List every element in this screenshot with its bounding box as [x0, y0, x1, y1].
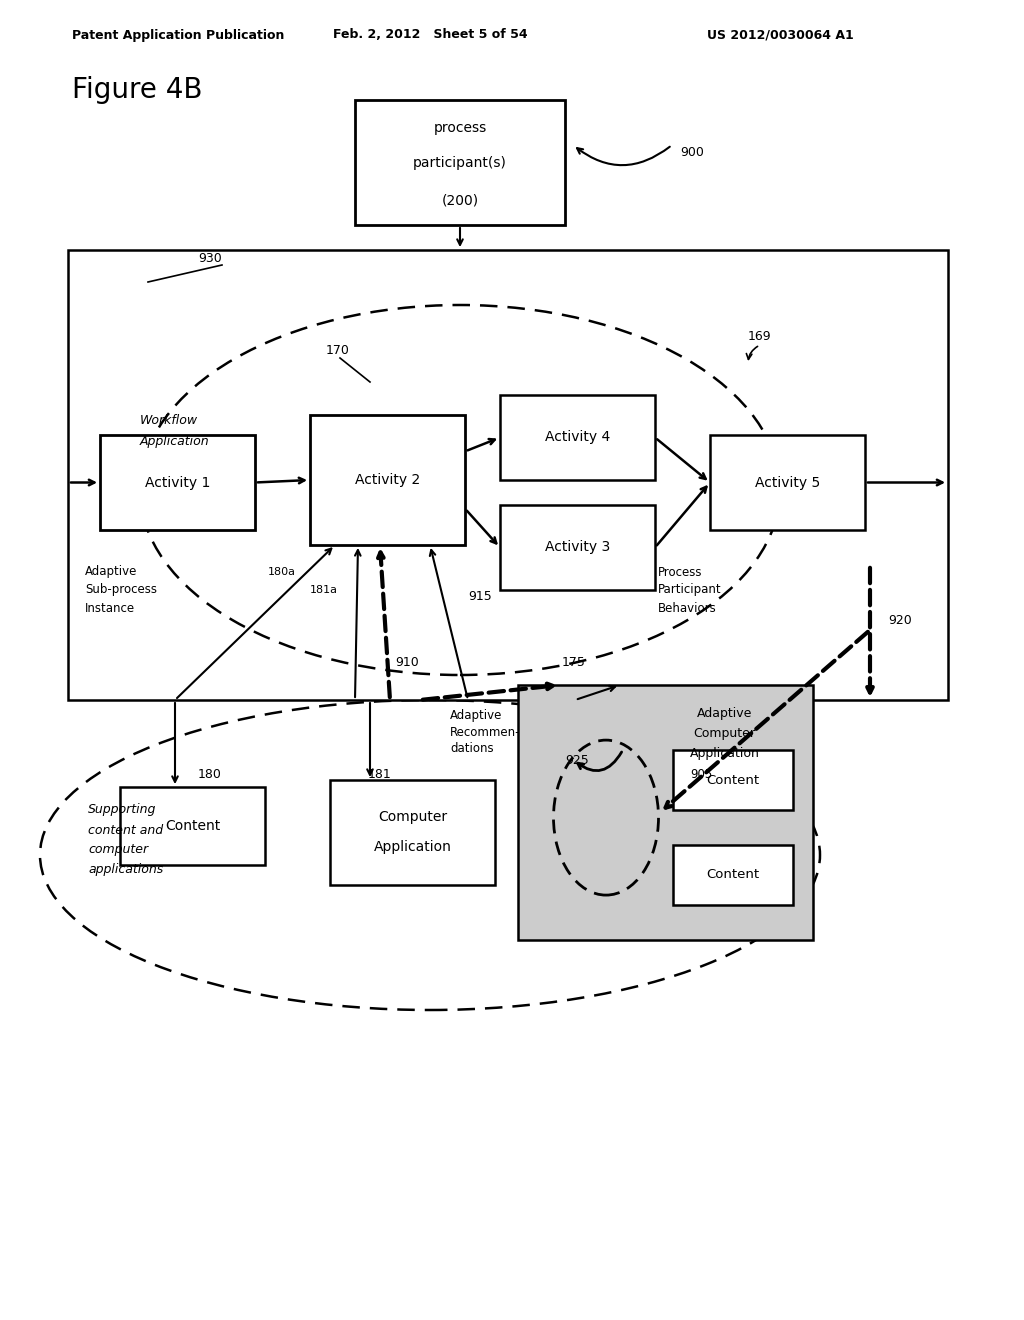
Bar — [355, 100, 565, 224]
Bar — [673, 845, 793, 906]
Text: 181a: 181a — [310, 585, 338, 595]
Text: 170: 170 — [326, 343, 350, 356]
Text: Adaptive: Adaptive — [450, 709, 503, 722]
Text: Content: Content — [707, 869, 760, 882]
Bar — [68, 249, 948, 700]
Text: Activity 1: Activity 1 — [144, 475, 210, 490]
Text: 905: 905 — [690, 768, 712, 781]
Text: Content: Content — [707, 774, 760, 787]
Text: 910: 910 — [395, 656, 419, 669]
Text: process: process — [433, 121, 486, 135]
Text: Process: Process — [658, 565, 702, 578]
Bar — [500, 506, 655, 590]
Text: Patent Application Publication: Patent Application Publication — [72, 29, 285, 41]
Text: 915: 915 — [468, 590, 492, 602]
Bar — [330, 780, 495, 884]
Text: Application: Application — [140, 436, 210, 449]
Text: Participant: Participant — [658, 583, 722, 597]
Text: 175: 175 — [562, 656, 586, 669]
Text: Instance: Instance — [85, 602, 135, 615]
Text: Workflow: Workflow — [140, 413, 198, 426]
Bar — [710, 436, 865, 531]
Text: (200): (200) — [441, 193, 478, 207]
Text: participant(s): participant(s) — [413, 156, 507, 169]
Bar — [500, 395, 655, 480]
Text: Application: Application — [689, 747, 760, 759]
Text: Recommen-: Recommen- — [450, 726, 520, 738]
Text: Application: Application — [374, 841, 452, 854]
Text: US 2012/0030064 A1: US 2012/0030064 A1 — [707, 29, 853, 41]
Text: 930: 930 — [198, 252, 222, 264]
Text: 180: 180 — [198, 768, 222, 781]
Text: dations: dations — [450, 742, 494, 755]
Text: Activity 5: Activity 5 — [755, 475, 820, 490]
Text: Activity 4: Activity 4 — [545, 430, 610, 445]
Text: Adaptive: Adaptive — [85, 565, 137, 578]
Text: Activity 3: Activity 3 — [545, 540, 610, 554]
Text: Supporting: Supporting — [88, 804, 157, 817]
Text: content and: content and — [88, 824, 163, 837]
Bar — [673, 750, 793, 810]
Text: Feb. 2, 2012   Sheet 5 of 54: Feb. 2, 2012 Sheet 5 of 54 — [333, 29, 527, 41]
Text: Content: Content — [165, 818, 220, 833]
Text: 181: 181 — [368, 768, 392, 781]
Text: Figure 4B: Figure 4B — [72, 77, 203, 104]
Bar — [120, 787, 265, 865]
Text: 169: 169 — [748, 330, 772, 342]
Bar — [518, 685, 813, 940]
Text: applications: applications — [88, 863, 163, 876]
Text: Adaptive: Adaptive — [696, 706, 753, 719]
Text: Activity 2: Activity 2 — [355, 473, 420, 487]
Text: computer: computer — [88, 843, 148, 857]
Text: 900: 900 — [680, 145, 703, 158]
Text: 920: 920 — [888, 614, 911, 627]
Text: Sub-process: Sub-process — [85, 583, 157, 597]
Text: 180a: 180a — [268, 568, 296, 577]
Text: Computer: Computer — [693, 726, 756, 739]
Text: Behaviors: Behaviors — [658, 602, 717, 615]
Text: 925: 925 — [565, 754, 589, 767]
Bar — [100, 436, 255, 531]
Bar — [310, 414, 465, 545]
Text: Computer: Computer — [378, 810, 447, 825]
